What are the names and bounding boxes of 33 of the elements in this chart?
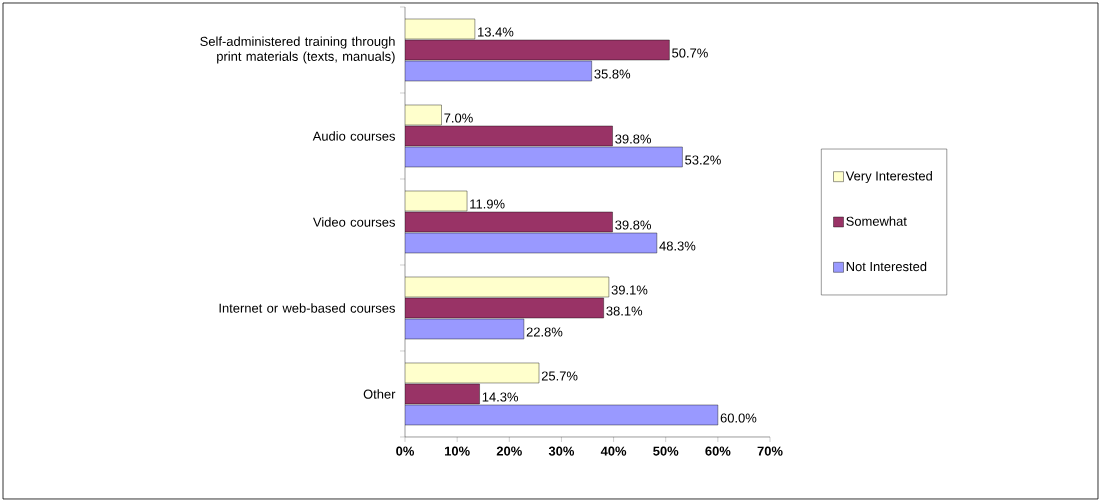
legend-label: Not Interested <box>846 261 927 272</box>
data-label: 39.8% <box>615 220 651 230</box>
x-tick-label: 60% <box>705 446 731 456</box>
x-tick-label: 20% <box>496 446 522 456</box>
y-tick-label: Audio courses <box>312 131 396 141</box>
data-label: 22.8% <box>526 327 563 337</box>
y-tick-label: Video courses <box>313 217 396 227</box>
y-tick-label: Internet or web-based courses <box>219 303 395 313</box>
legend-label: Very Interested <box>845 171 932 184</box>
x-tick-label: 0% <box>396 446 415 456</box>
data-label: 60.0% <box>720 413 757 423</box>
y-tick-label: Self-administered training through print materials (texts, manuals) <box>200 36 395 64</box>
data-label: 48.3% <box>659 241 696 251</box>
data-label: 53.2% <box>685 155 721 165</box>
data-label: 50.7% <box>672 48 708 58</box>
bar <box>405 39 670 61</box>
bar <box>405 146 683 168</box>
data-label: 39.8% <box>615 134 651 144</box>
x-tick-label: 30% <box>548 446 575 456</box>
data-label: 7.0% <box>444 113 473 123</box>
legend-label: Somewhat <box>846 216 907 226</box>
x-tick-label: 50% <box>653 446 679 456</box>
data-label: 38.1% <box>606 306 643 316</box>
x-tick-label: 70% <box>757 446 783 456</box>
data-label: 11.9% <box>470 199 505 209</box>
data-label: 13.4% <box>478 27 514 37</box>
data-label: 14.3% <box>482 392 519 402</box>
data-label: 39.1% <box>611 285 648 295</box>
y-tick-label: Other <box>363 389 396 399</box>
data-label: 25.7% <box>541 371 578 381</box>
x-tick-label: 10% <box>445 446 470 456</box>
data-label: 35.8% <box>594 69 631 79</box>
x-tick-label: 40% <box>600 446 627 456</box>
